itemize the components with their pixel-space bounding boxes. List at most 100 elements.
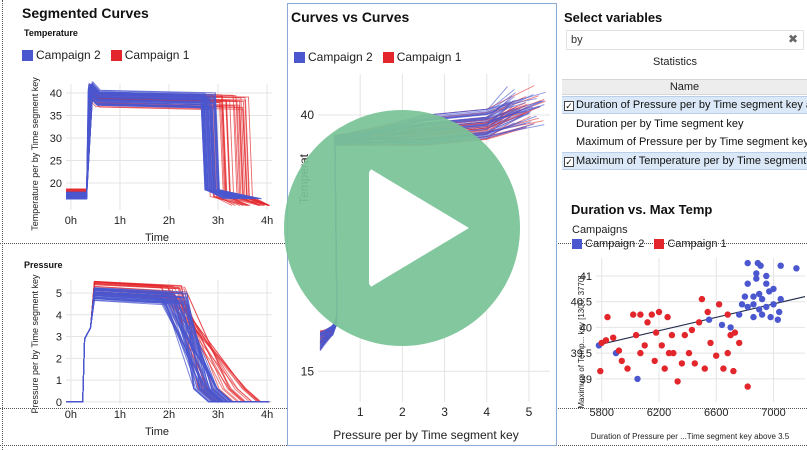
campaign-2-swatch [294, 51, 305, 63]
x-tick-label: 4 [483, 405, 490, 419]
scatter-point [674, 378, 681, 385]
pressure-chart[interactable]: 5 4 3 2 1 0 0h 1h 2h 3h 4h Pressure per by Time s… [0, 272, 284, 442]
scatter-point [724, 349, 731, 357]
pressure-subtitle: Pressure [24, 260, 63, 270]
campaign-2-swatch [572, 239, 582, 249]
scatter-point [644, 319, 651, 326]
variable-label: Duration per by Time segment key [576, 118, 744, 130]
scatter-point [756, 306, 763, 313]
variable-row[interactable]: Maximum of Pressure per by Time segment … [562, 134, 807, 152]
scatter-point [681, 331, 688, 339]
scatter-point [695, 319, 703, 326]
scatter-point [763, 272, 770, 280]
x-tick-label: 6200 [647, 407, 671, 419]
y-tick-label: 15 [301, 364, 315, 378]
scatter-point [738, 301, 746, 308]
scatter-point [758, 295, 766, 303]
scatter-legend[interactable]: Campaign 2 Campaign 1 [572, 238, 737, 250]
scatter-point [652, 329, 660, 336]
curves-vs-curves-legend[interactable]: Campaign 2 Campaign 1 [294, 50, 471, 64]
scatter-point [637, 349, 644, 357]
scatter-point [730, 367, 737, 375]
x-tick-label: 0h [65, 215, 77, 227]
scatter-point [655, 308, 663, 316]
x-tick-label: 3h [212, 409, 224, 421]
temperature-xlabel: Time [145, 232, 169, 244]
curves-legend[interactable]: Campaign 2 Campaign 1 [22, 48, 199, 62]
variable-label: Maximum of Temperature per by Time segme… [576, 155, 807, 167]
legend-label: Campaign 2 [585, 238, 645, 250]
temperature-chart[interactable]: 40 35 30 25 20 0h 1h 2h 3h 4h Temperature per by… [0, 62, 284, 248]
x-tick-label: 2h [163, 409, 175, 421]
scatter-point [757, 262, 764, 269]
variable-search-input[interactable]: by ✖ [566, 30, 804, 50]
x-tick-label: 1h [114, 409, 126, 421]
x-tick-label: 3h [212, 215, 224, 227]
y-tick-label: 25 [50, 156, 62, 168]
scatter-point [648, 311, 655, 318]
y-tick-label: 35 [50, 111, 62, 123]
series-line [66, 83, 245, 200]
scatter-point [750, 293, 757, 300]
legend-item-campaign-1[interactable]: Campaign 1 [382, 50, 462, 64]
checkbox-checked[interactable]: ✓ [564, 157, 574, 167]
close-icon[interactable]: ✖ [787, 32, 798, 46]
scatter-point [634, 375, 641, 383]
dotted-separator [2, 0, 3, 450]
scatter-point [774, 316, 781, 323]
legend-item-campaign-2[interactable]: Campaign 2 [572, 238, 644, 250]
scatter-point [632, 331, 640, 339]
variable-row[interactable]: ✓ Duration of Pressure per by Time segme… [562, 96, 807, 114]
scatter-point [691, 360, 698, 367]
scatter-point [597, 367, 604, 375]
legend-item-campaign-2[interactable]: Campaign 2 [22, 48, 101, 62]
y-tick-label: 40 [301, 108, 315, 122]
variable-row[interactable]: ✓ Maximum of Temperature per by Time seg… [562, 152, 807, 170]
campaign-1-swatch [110, 49, 122, 61]
legend-label: Campaign 2 [308, 50, 373, 64]
campaign-1-swatch [382, 51, 394, 63]
panel-title: Segmented Curves [22, 5, 149, 21]
y-tick-label: 1 [56, 375, 62, 387]
scatter-point [604, 313, 611, 321]
scatter-point [624, 365, 631, 372]
scatter-point [753, 270, 760, 277]
scatter-point [720, 365, 727, 372]
scatter-point [610, 334, 617, 341]
x-tick-label: 5800 [589, 407, 613, 419]
legend-item-campaign-1[interactable]: Campaign 1 [654, 238, 727, 250]
variable-row[interactable]: Duration per by Time segment key [562, 116, 807, 134]
legend-item-campaign-2[interactable]: Campaign 2 [294, 50, 373, 64]
scatter-point [736, 311, 743, 318]
series-line [66, 295, 270, 403]
series-line [66, 297, 270, 403]
scatter-point [750, 313, 757, 321]
scatter-point [727, 324, 734, 331]
y-tick-label: 2 [56, 353, 62, 365]
scatter-point [718, 321, 726, 329]
scatter-point [698, 295, 706, 303]
y-tick-label: 4 [56, 310, 62, 322]
panel-title: Curves vs Curves [291, 9, 410, 25]
legend-item-campaign-1[interactable]: Campaign 1 [110, 48, 189, 62]
legend-label: Campaign 1 [396, 50, 462, 64]
scatter-point [618, 357, 625, 365]
scatter-point [661, 365, 668, 372]
select-variables-title: Select variables [564, 10, 663, 25]
pressure-ylabel: Pressure per by Time segment key [30, 274, 40, 414]
checkbox-checked[interactable]: ✓ [564, 101, 574, 111]
x-tick-label: 2h [163, 215, 175, 227]
scatter-point [678, 360, 686, 367]
play-button[interactable] [284, 110, 520, 346]
scatter-chart[interactable]: 39 39.5 40 40.5 41 5800 6200 6600 7000 Maximum … [562, 252, 807, 448]
x-tick-label: 6600 [704, 407, 728, 419]
column-header-name[interactable]: Name [562, 79, 807, 95]
tab-statistics[interactable]: Statistics [652, 56, 697, 68]
scatter-point [736, 339, 743, 347]
campaign-2-swatch [22, 49, 33, 61]
scatter-point [670, 349, 677, 357]
scatter-point [756, 290, 763, 298]
scatter-point [658, 342, 665, 349]
legend-label: Campaign 2 [36, 48, 101, 62]
temperature-subtitle: Temperature [24, 28, 78, 38]
